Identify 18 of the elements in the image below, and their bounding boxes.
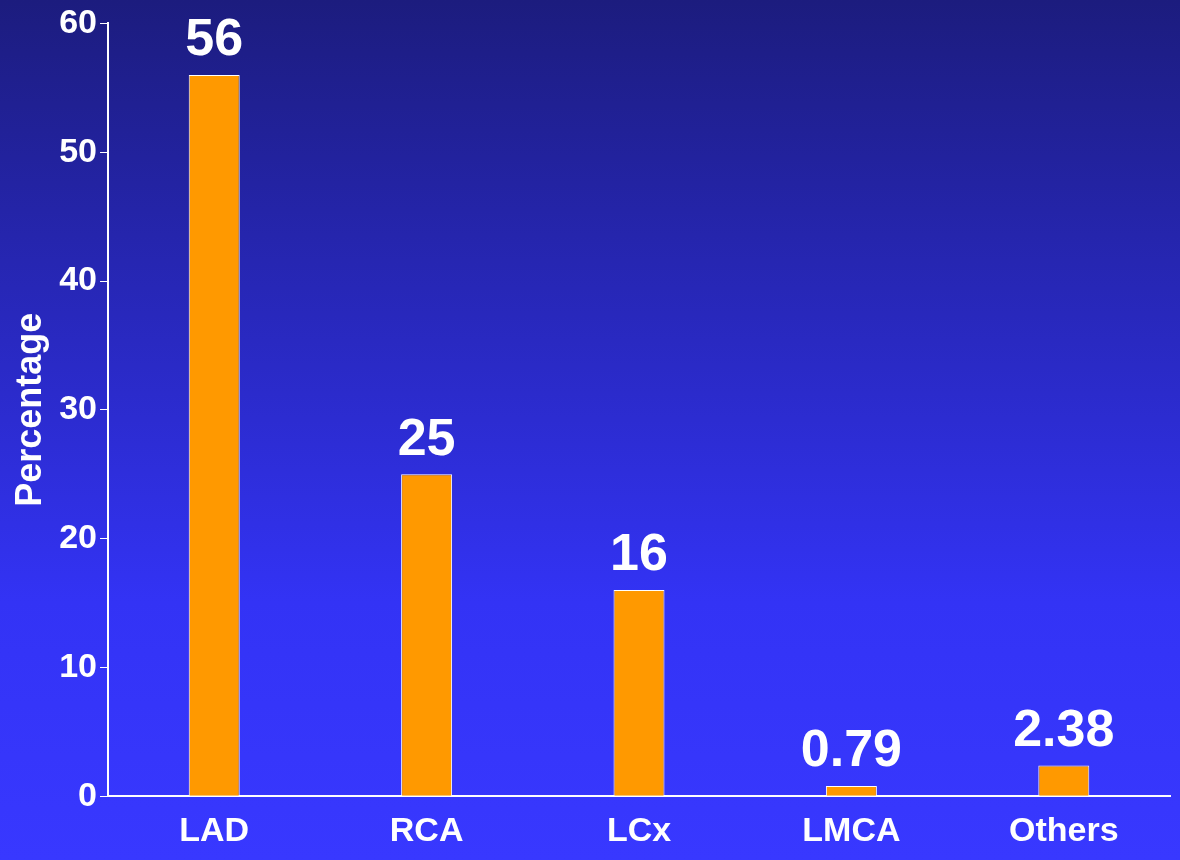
x-tick-label: LAD bbox=[179, 809, 250, 848]
x-tick-label: RCA bbox=[389, 809, 464, 848]
data-label: 0.79 bbox=[800, 719, 903, 778]
y-tick-label: 10 bbox=[59, 645, 98, 684]
data-label: 16 bbox=[610, 523, 668, 582]
y-tick-label: 50 bbox=[59, 130, 98, 169]
y-axis-title: Percentage bbox=[7, 312, 49, 507]
y-tick-label: 30 bbox=[59, 388, 98, 427]
data-label: 2.38 bbox=[1013, 698, 1115, 757]
x-tick-label: LCx bbox=[606, 809, 672, 848]
y-tick-label: 40 bbox=[59, 259, 98, 298]
data-label: 56 bbox=[185, 8, 244, 67]
y-tick-label: 0 bbox=[78, 774, 98, 813]
x-tick-label: LMCA bbox=[802, 809, 901, 848]
y-tick-label: 20 bbox=[59, 516, 98, 555]
data-label: 25 bbox=[397, 407, 456, 466]
y-tick-label: 60 bbox=[59, 1, 98, 40]
x-tick-label: Others bbox=[1009, 809, 1119, 848]
